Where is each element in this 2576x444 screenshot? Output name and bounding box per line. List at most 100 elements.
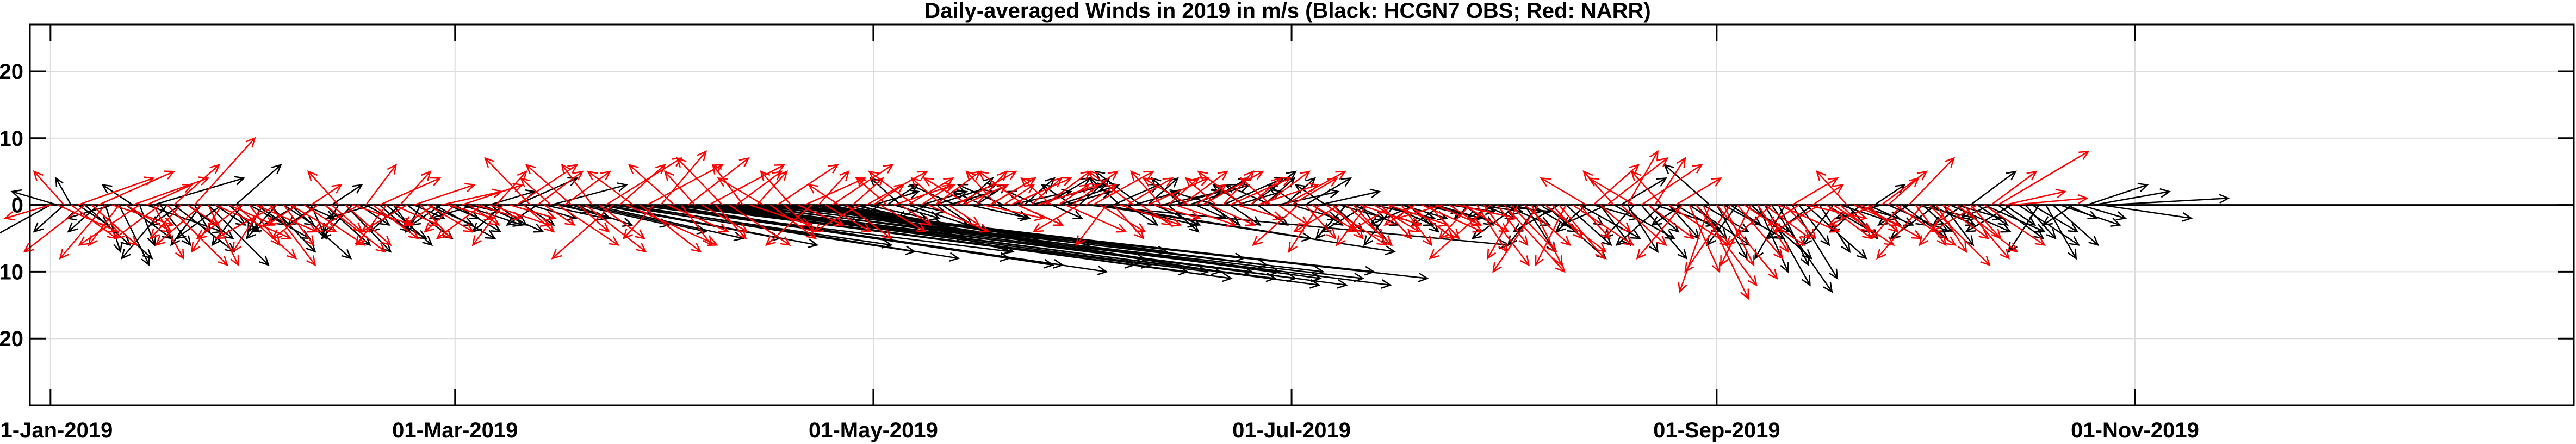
narr-vector — [1773, 204, 1820, 233]
obs-vector — [175, 204, 222, 239]
obs-arrowhead — [617, 182, 628, 192]
narr-vector — [921, 184, 953, 206]
narr-arrowhead — [1429, 249, 1440, 260]
obs-vector — [626, 204, 960, 262]
narr-arrowhead — [270, 235, 281, 246]
narr-arrowhead — [1271, 177, 1282, 188]
narr-arrowhead — [421, 170, 432, 181]
narr-arrowhead — [1555, 262, 1566, 273]
obs-arrowhead — [1313, 266, 1325, 276]
narr-arrowhead — [463, 223, 475, 233]
obs-vector — [1867, 204, 1915, 226]
obs-vector — [1169, 189, 1216, 206]
obs-arrowhead — [10, 189, 22, 199]
narr-arrowhead — [127, 236, 138, 246]
narr-vector — [1928, 204, 1991, 267]
obs-vector — [1620, 177, 1668, 206]
narr-arrowhead — [1244, 170, 1255, 181]
narr-vector — [1636, 204, 1683, 260]
narr-arrowhead — [1773, 223, 1784, 233]
obs-arrowhead — [1327, 211, 1339, 221]
narr-vector — [196, 204, 243, 239]
narr-vector — [1641, 164, 1703, 206]
narr-vector — [1540, 177, 1587, 206]
narr-arrowhead — [218, 255, 229, 267]
obs-arrowhead — [2088, 236, 2100, 246]
obs-arrowhead — [1932, 216, 1944, 226]
narr-arrowhead — [305, 235, 315, 246]
narr-arrowhead — [1252, 236, 1263, 246]
obs-vector — [777, 204, 1322, 282]
narr-vector — [1956, 204, 2019, 253]
obs-arrowhead — [1965, 223, 1976, 233]
narr-vector — [33, 170, 65, 206]
obs-arrowhead — [306, 242, 316, 253]
narr-vector — [1970, 204, 2002, 240]
narr-arrowhead — [567, 164, 579, 174]
narr-arrowhead — [712, 164, 724, 174]
obs-vector — [688, 204, 1233, 282]
narr-vector — [2004, 188, 2067, 206]
obs-arrowhead — [1483, 216, 1495, 226]
narr-vector — [1113, 204, 1145, 240]
narr-vector — [708, 164, 786, 206]
narr-vector — [1504, 204, 1566, 273]
obs-arrowhead — [1828, 268, 1839, 280]
obs-vector — [207, 204, 270, 267]
narr-vector — [1524, 204, 1572, 246]
narr-vector — [1880, 170, 1928, 206]
obs-vector — [743, 204, 1348, 289]
narr-arrowhead — [1711, 262, 1721, 274]
obs-arrowhead — [1340, 177, 1352, 187]
narr-vector — [1288, 204, 1320, 253]
obs-vector — [33, 204, 65, 233]
narr-vector — [360, 204, 408, 233]
narr-vector — [290, 204, 337, 233]
narr-arrowhead — [1678, 282, 1687, 293]
narr-vector — [523, 204, 555, 233]
narr-arrowhead — [78, 236, 89, 246]
obs-vector — [104, 205, 123, 254]
narr-vector — [1181, 170, 1228, 206]
narr-vector — [578, 204, 610, 233]
narr-vector — [1997, 150, 2090, 206]
obs-arrowhead — [909, 189, 920, 199]
narr-vector — [1250, 177, 1282, 206]
narr-arrowhead — [306, 255, 316, 267]
narr-vector — [845, 204, 893, 239]
obs-arrowhead — [251, 223, 262, 233]
obs-arrowhead — [1650, 216, 1662, 226]
narr-vector — [1983, 204, 2046, 246]
narr-vector — [152, 204, 184, 260]
obs-arrowhead — [379, 216, 391, 226]
narr-arrowhead — [519, 177, 531, 188]
narr-arrowhead — [517, 170, 527, 181]
narr-arrowhead — [408, 229, 419, 239]
narr-vector — [804, 177, 867, 206]
narr-arrowhead — [806, 229, 817, 239]
narr-vector — [1277, 204, 1309, 226]
narr-arrowhead — [1535, 255, 1544, 267]
narr-arrowhead — [1621, 222, 1632, 233]
narr-arrowhead — [1876, 249, 1886, 260]
narr-arrowhead — [1335, 170, 1346, 180]
narr-arrowhead — [154, 236, 166, 246]
y-tick-labels: -20 -10 0 10 20 — [0, 60, 23, 351]
obs-vector — [1319, 188, 1381, 206]
obs-arrowhead — [101, 184, 113, 194]
obs-vector — [269, 204, 316, 253]
narr-vector — [191, 204, 223, 253]
narr-arrowhead — [717, 177, 729, 187]
obs-vector — [506, 204, 538, 226]
narr-vector — [1531, 205, 1563, 267]
narr-vector — [922, 177, 970, 206]
obs-arrowhead — [925, 224, 937, 233]
narr-vector — [1184, 177, 1217, 206]
obs-arrowhead — [2068, 223, 2079, 233]
narr-vector — [355, 204, 387, 246]
narr-vector — [965, 170, 997, 206]
narr-vector — [365, 163, 398, 206]
narr-arrowhead — [1888, 222, 1899, 233]
narr-arrowhead — [1636, 249, 1647, 260]
narr-vector — [1031, 177, 1063, 206]
